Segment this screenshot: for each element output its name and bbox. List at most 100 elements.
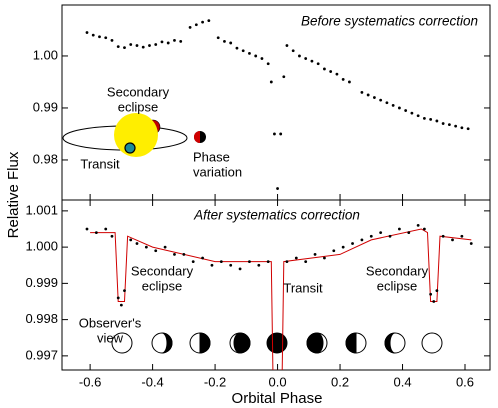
data-point (91, 33, 95, 37)
data-point (410, 111, 414, 115)
data-point (422, 116, 426, 120)
data-point (123, 46, 126, 50)
data-point (298, 54, 301, 58)
x-tick-label: -0.4 (141, 374, 163, 389)
data-point (388, 234, 392, 238)
y-tick-label: 0.998 (25, 311, 58, 326)
data-point (398, 106, 401, 110)
y-tick-label: 1.001 (25, 202, 58, 217)
data-point (182, 252, 186, 256)
y-tick-label: 0.99 (33, 99, 58, 114)
annotation: Secondary (366, 263, 429, 278)
x-tick-label: 0.6 (456, 374, 474, 389)
data-point (123, 289, 126, 293)
data-point (201, 20, 204, 24)
data-point (441, 122, 445, 125)
data-point (348, 80, 351, 84)
data-point (435, 119, 439, 123)
x-tick-label: 0.0 (269, 374, 287, 389)
data-point (104, 227, 108, 231)
data-point (229, 41, 233, 45)
data-point (329, 70, 333, 73)
data-point (279, 132, 283, 136)
annotation: eclipse (142, 278, 182, 293)
data-point (369, 234, 373, 238)
model-line (90, 228, 472, 370)
data-point (110, 38, 114, 42)
data-point (104, 36, 108, 40)
data-point (310, 59, 314, 63)
data-point (160, 40, 164, 44)
data-point (94, 231, 98, 235)
data-point (379, 98, 383, 102)
data-point (98, 35, 101, 39)
data-point (416, 223, 420, 227)
data-point (85, 31, 89, 34)
y-tick-label: 1.00 (33, 47, 58, 62)
data-point (135, 44, 139, 47)
data-point (116, 296, 120, 300)
annotation: Observer's (79, 315, 142, 330)
planet-phase-lit (194, 131, 200, 143)
data-point (173, 252, 176, 256)
data-point (238, 267, 242, 271)
data-point (129, 238, 133, 242)
data-point (360, 238, 364, 242)
data-point (201, 256, 204, 260)
plot-area (85, 19, 470, 190)
data-point (191, 260, 195, 264)
data-point (385, 101, 389, 105)
annotation: Transit (80, 156, 120, 171)
orbit-diagram (62, 113, 206, 157)
data-point (173, 38, 176, 42)
star (114, 113, 158, 157)
data-point (304, 57, 308, 60)
phase-icon (421, 332, 443, 354)
x-tick-label: 0.4 (393, 374, 411, 389)
data-point (373, 96, 376, 99)
phase-shade (306, 332, 324, 354)
data-point (416, 114, 420, 118)
data-point (451, 238, 454, 242)
annotation: eclipse (377, 278, 417, 293)
annotation: variation (193, 164, 242, 179)
data-point (210, 263, 214, 267)
data-point (248, 51, 251, 55)
phase-shade (161, 332, 173, 354)
data-point (285, 44, 289, 47)
data-point (460, 234, 464, 238)
data-point (466, 127, 470, 131)
data-point (144, 245, 148, 249)
data-point (429, 292, 433, 296)
data-point (154, 249, 158, 253)
data-point (323, 256, 326, 260)
data-point (335, 72, 339, 76)
data-point (276, 187, 279, 190)
annotation: Secondary (131, 263, 194, 278)
data-point (351, 242, 354, 245)
data-point (219, 260, 223, 264)
data-point (257, 263, 261, 267)
phase-shade (199, 332, 211, 354)
data-point (398, 227, 401, 231)
annotation: After systematics correction (193, 208, 360, 223)
data-point (282, 75, 286, 79)
data-point (260, 57, 264, 60)
data-point (435, 289, 439, 293)
phase-shade (384, 332, 396, 354)
data-point (294, 256, 298, 260)
data-point (207, 19, 211, 22)
data-point (166, 41, 170, 45)
data-point (223, 40, 226, 43)
data-point (266, 62, 270, 66)
phase-shade (233, 332, 251, 354)
data-point (447, 123, 451, 126)
data-point (460, 126, 464, 130)
planet-transit (124, 142, 136, 154)
data-point (404, 109, 408, 112)
data-point (341, 245, 345, 249)
y-tick-label: 0.98 (33, 151, 58, 166)
data-point (248, 260, 251, 264)
data-point (291, 49, 295, 53)
